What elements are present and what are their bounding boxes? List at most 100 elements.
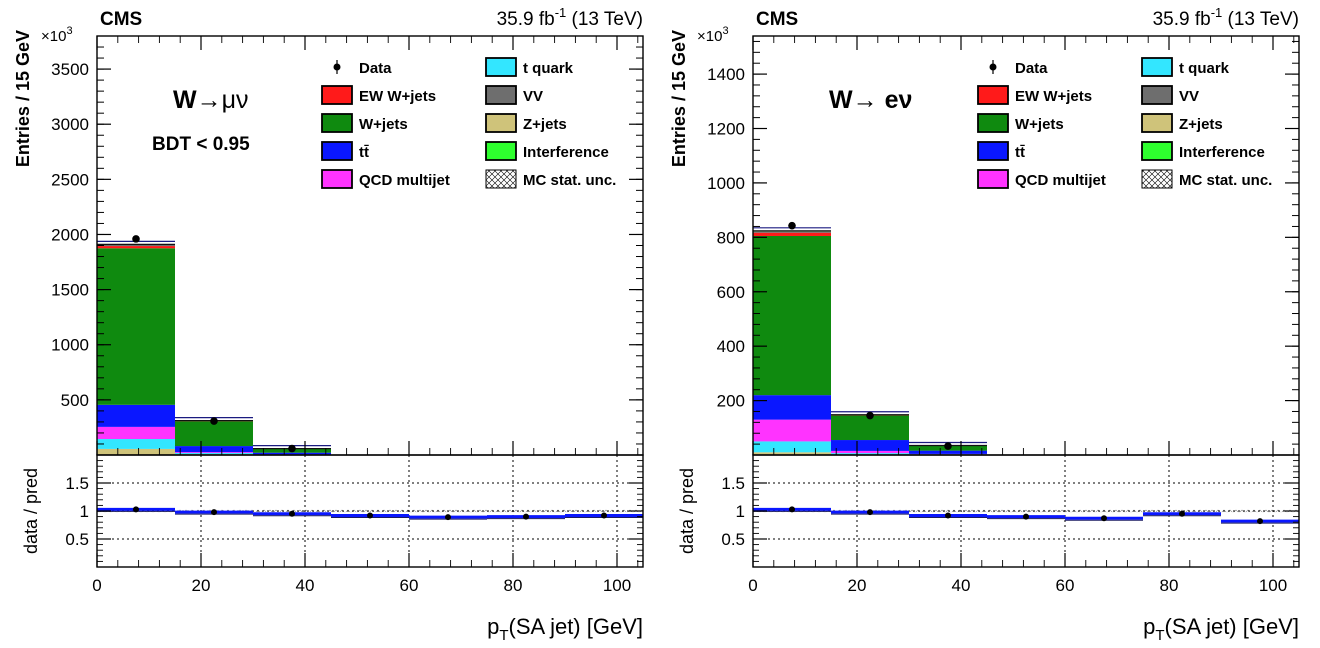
legend-tt--label: tt̄ bbox=[359, 144, 369, 161]
lumi-label: 35.9 fb-1 (13 TeV) bbox=[1153, 5, 1299, 30]
legend-vv-swatch bbox=[485, 85, 517, 105]
legend-w-jets-swatch bbox=[321, 113, 353, 133]
legend-interference-label: Interference bbox=[1179, 144, 1265, 161]
legend-data-label: Data bbox=[1015, 60, 1048, 77]
ratio-unc-band bbox=[1221, 509, 1299, 513]
bar-tt--bin-0 bbox=[97, 404, 175, 427]
ytick-label-1500: 1500 bbox=[51, 281, 89, 300]
legend-interference-swatch bbox=[485, 141, 517, 161]
ratio-point-bin-6 bbox=[601, 512, 607, 519]
ratio-ytick-label-1.5: 1.5 bbox=[65, 474, 89, 493]
y-axis-label: Entries / 15 GeV bbox=[669, 30, 689, 167]
ytick-label-500: 500 bbox=[61, 391, 89, 410]
ratio-point-bin-2 bbox=[289, 510, 295, 517]
ytick-label-1000: 1000 bbox=[707, 174, 745, 193]
bar-vv-bin-0 bbox=[753, 231, 831, 233]
bar-z-jets-bin-0 bbox=[753, 452, 831, 455]
ratio-point-bin-3 bbox=[1023, 513, 1029, 520]
ratio-ytick-label-1: 1 bbox=[736, 502, 745, 521]
cms-label: CMS bbox=[756, 9, 798, 30]
data-point-bin-2 bbox=[944, 442, 952, 450]
ratio-point-bin-5 bbox=[523, 513, 529, 520]
legend-w-jets-label: W+jets bbox=[359, 116, 408, 133]
ratio-unc-band bbox=[331, 509, 409, 513]
x-axis-label: pT(SA jet) [GeV] bbox=[487, 614, 643, 644]
xtick-label-100: 100 bbox=[1259, 576, 1287, 595]
legend-w-jets-swatch bbox=[977, 113, 1009, 133]
legend-qcd-multijet-swatch bbox=[977, 169, 1009, 189]
legend-vv-label: VV bbox=[523, 88, 543, 105]
bar-w-jets-bin-1 bbox=[175, 421, 253, 447]
bar-ew-w-jets-bin-0 bbox=[753, 232, 831, 236]
xtick-label-0: 0 bbox=[92, 576, 101, 595]
ratio-y-axis-label: data / pred bbox=[677, 468, 697, 554]
ratio-unc-band bbox=[565, 509, 643, 513]
legend-z-jets-label: Z+jets bbox=[523, 116, 567, 133]
legend-tt--swatch bbox=[977, 141, 1009, 161]
bar-t-quark-bin-0 bbox=[753, 441, 831, 453]
legend-t-quark-label: t quark bbox=[523, 60, 574, 77]
bar-tt--bin-0 bbox=[753, 395, 831, 420]
bar-vv-bin-0 bbox=[97, 244, 175, 247]
ytick-label-200: 200 bbox=[717, 392, 745, 411]
xtick-label-20: 20 bbox=[848, 576, 867, 595]
legend-interference-swatch bbox=[1141, 141, 1173, 161]
ratio-unc-band bbox=[487, 509, 565, 513]
legend-z-jets-swatch bbox=[485, 113, 517, 133]
legend-qcd-multijet-swatch bbox=[321, 169, 353, 189]
ytick-label-800: 800 bbox=[717, 228, 745, 247]
legend-mc-stat-unc--swatch bbox=[485, 169, 517, 189]
ratio-ytick-label-1: 1 bbox=[80, 502, 89, 521]
bar-tt--bin-1 bbox=[831, 440, 909, 451]
legend-qcd-multijet-label: QCD multijet bbox=[359, 172, 450, 189]
ratio-point-bin-2 bbox=[945, 512, 951, 519]
data-point-bin-0 bbox=[788, 221, 796, 230]
legend-ew-w-jets-swatch bbox=[977, 85, 1009, 105]
y-multiplier: ×103 bbox=[697, 25, 729, 45]
xtick-label-40: 40 bbox=[952, 576, 971, 595]
legend-t-quark-label: t quark bbox=[1179, 60, 1230, 77]
lumi-label: 35.9 fb-1 (13 TeV) bbox=[497, 5, 643, 30]
ratio-point-bin-1 bbox=[867, 509, 873, 516]
ytick-label-3500: 3500 bbox=[51, 60, 89, 79]
ytick-label-1400: 1400 bbox=[707, 65, 745, 84]
legend-data-label: Data bbox=[359, 60, 392, 77]
right-panel-electron: CMS 35.9 fb-1 (13 TeV) 200 400 600 800 1000 1 20… bbox=[669, 5, 1300, 644]
legend-mc-stat-unc--label: MC stat. unc. bbox=[1179, 172, 1272, 189]
ratio-ytick-label-1.5: 1.5 bbox=[721, 474, 745, 493]
ratio-y-axis-label: data / pred bbox=[21, 468, 41, 554]
xtick-label-40: 40 bbox=[296, 576, 315, 595]
bar-qcd-multijet-bin-1 bbox=[831, 450, 909, 454]
bar-tt--bin-2 bbox=[909, 450, 987, 454]
legend-vv-label: VV bbox=[1179, 88, 1199, 105]
ytick-label-3000: 3000 bbox=[51, 115, 89, 134]
xtick-label-60: 60 bbox=[1056, 576, 1075, 595]
xtick-label-80: 80 bbox=[1160, 576, 1179, 595]
legend-w-jets-label: W+jets bbox=[1015, 116, 1064, 133]
process-label: W→μν bbox=[173, 86, 249, 114]
left-panel-muon: CMS 35.9 fb-1 (13 TeV)5001000150020002500… bbox=[13, 5, 644, 644]
ratio-unc-band bbox=[987, 509, 1065, 513]
bar-t-quark-bin-1 bbox=[831, 453, 909, 455]
legend-mc-stat-unc--swatch bbox=[1141, 169, 1173, 189]
ratio-point-bin-6 bbox=[1257, 518, 1263, 525]
selection-label: BDT < 0.95 bbox=[152, 134, 250, 155]
legend-ew-w-jets-label: EW W+jets bbox=[1015, 88, 1092, 105]
data-point-bin-1 bbox=[866, 411, 874, 420]
bar-qcd-multijet-bin-0 bbox=[97, 426, 175, 440]
ratio-ytick-label-0.5: 0.5 bbox=[65, 530, 89, 549]
ytick-label-600: 600 bbox=[717, 283, 745, 302]
ratio-point-bin-4 bbox=[1101, 515, 1107, 522]
legend-z-jets-swatch bbox=[1141, 113, 1173, 133]
ratio-unc-band bbox=[909, 509, 987, 513]
bar-ew-w-jets-bin-0 bbox=[97, 246, 175, 249]
x-axis-label: pT(SA jet) [GeV] bbox=[1143, 614, 1299, 644]
data-point-bin-0 bbox=[132, 235, 140, 243]
bar-w-jets-bin-0 bbox=[97, 248, 175, 405]
bar-w-jets-bin-0 bbox=[753, 235, 831, 396]
ratio-point-bin-0 bbox=[789, 506, 795, 513]
ytick-label-400: 400 bbox=[717, 337, 745, 356]
legend-tt--swatch bbox=[321, 141, 353, 161]
legend-ew-w-jets-swatch bbox=[321, 85, 353, 105]
